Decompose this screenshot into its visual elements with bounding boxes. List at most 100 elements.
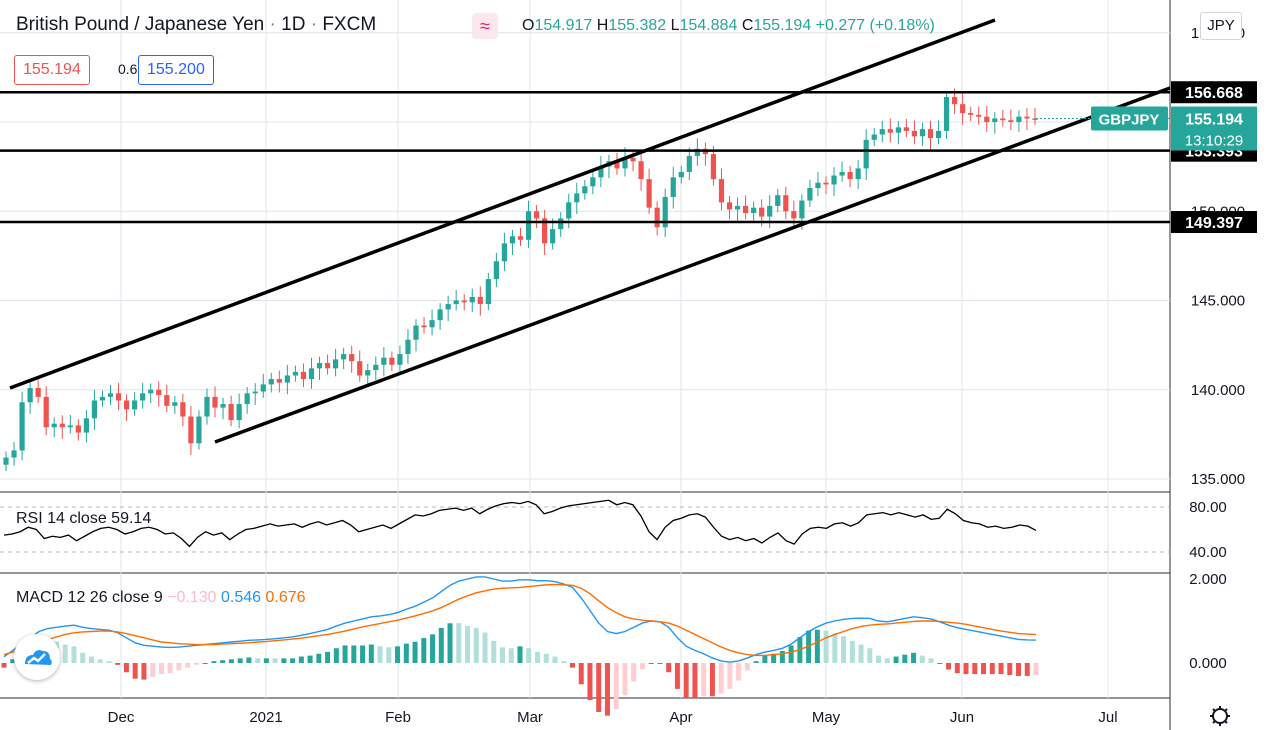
macd-histogram-bar — [788, 645, 794, 663]
candle-body — [164, 395, 170, 406]
candle-body — [807, 188, 813, 201]
candle-body — [871, 134, 877, 140]
macd-histogram-bar — [753, 661, 759, 663]
high-value: 155.382 — [608, 17, 667, 34]
candle-body — [140, 393, 146, 401]
macd-histogram-bar — [395, 646, 401, 663]
macd-histogram-bar — [989, 663, 995, 675]
channel-lower-line — [214, 86, 1171, 444]
candle-body — [485, 279, 491, 305]
macd-histogram-bar — [62, 644, 68, 663]
macd-histogram-bar — [954, 663, 960, 674]
macd-histogram-bar — [561, 661, 567, 663]
macd-line-value: 0.546 — [221, 589, 262, 606]
time-tick-label: 2021 — [249, 709, 282, 726]
candle-body — [11, 450, 17, 458]
macd-histogram-bar — [141, 663, 147, 680]
buy-button[interactable]: 155.200 — [138, 55, 214, 85]
candle-body — [646, 179, 652, 208]
spread-value: 0.6 — [118, 61, 138, 77]
macd-histogram-bar — [762, 655, 768, 663]
candle-body — [196, 416, 202, 444]
candle-body — [437, 309, 443, 321]
candle-body — [228, 404, 234, 421]
macd-histogram-bar — [876, 655, 882, 663]
macd-histogram-bar — [884, 658, 890, 663]
macd-legend[interactable]: MACD 12 26 close 9 −0.130 0.546 0.676 — [16, 589, 306, 607]
macd-histogram-bar — [237, 658, 243, 663]
macd-histogram-bar — [832, 633, 838, 663]
currency-button[interactable]: JPY — [1200, 12, 1242, 40]
macd-histogram-bar — [307, 655, 313, 663]
candle-body — [903, 127, 909, 131]
macd-histogram-bar — [211, 661, 217, 663]
candle-body — [132, 400, 138, 410]
tradingview-logo-icon[interactable] — [14, 634, 60, 680]
settings-gear-icon[interactable] — [1210, 706, 1230, 726]
macd-signal-line — [3, 583, 1037, 657]
candle-body — [662, 196, 668, 228]
macd-histogram-bar — [849, 640, 855, 663]
candle-body — [148, 389, 154, 394]
candle-body — [244, 393, 250, 405]
macd-histogram-bar — [596, 663, 602, 712]
candle-body — [694, 148, 700, 156]
macd-histogram-bar — [80, 652, 86, 663]
macd-histogram-bar — [928, 658, 934, 663]
macd-histogram-bar — [543, 653, 549, 663]
candle-body — [252, 391, 258, 394]
candle-body — [734, 205, 741, 210]
candle-body — [27, 387, 33, 403]
macd-histogram-bar — [10, 659, 16, 663]
rsi-line — [3, 499, 1037, 548]
macd-histogram-bar — [246, 657, 252, 663]
candle-body — [413, 325, 419, 340]
macd-histogram-bar — [333, 648, 339, 663]
macd-histogram-bar — [71, 646, 77, 663]
macd-histogram-bar — [193, 663, 199, 665]
candle-body — [19, 402, 25, 451]
time-tick-label: Jul — [1098, 709, 1117, 726]
macd-histogram-bar — [185, 663, 191, 668]
macd-histogram-bar — [937, 663, 943, 664]
candle-body — [879, 129, 885, 135]
candle-body — [598, 166, 604, 178]
countdown-label: 13:10:29 — [1185, 133, 1243, 150]
candle-body — [123, 400, 130, 410]
source-logo-icon[interactable]: ≈ — [472, 13, 498, 39]
price-tick-label: 140.000 — [1191, 382, 1245, 399]
macd-histogram-bar — [447, 623, 453, 663]
candle-body — [1008, 120, 1014, 122]
symbol-header[interactable]: British Pound / Japanese Yen · 1D · FXCM — [16, 14, 377, 35]
candle-body — [509, 236, 516, 244]
candle-body — [1032, 118, 1038, 120]
macd-histogram-bar — [412, 641, 418, 663]
macd-histogram-bar — [946, 663, 952, 670]
candle-body — [75, 425, 81, 433]
sell-button[interactable]: 155.194 — [14, 55, 90, 85]
macd-histogram-bar — [202, 663, 208, 664]
candle-body — [960, 104, 966, 114]
macd-histogram-bar — [569, 663, 575, 668]
candle-body — [670, 177, 676, 197]
macd-histogram-bar — [911, 652, 917, 663]
macd-line — [3, 576, 1037, 663]
macd-histogram-bar — [893, 656, 899, 663]
candle-body — [429, 320, 435, 328]
candle-body — [43, 396, 49, 428]
candle-body — [654, 207, 660, 228]
candle-body — [751, 207, 757, 214]
macd-tick-label: 2.000 — [1189, 571, 1227, 588]
macd-tick-label: 0.000 — [1189, 655, 1227, 672]
last-price-tag — [1171, 106, 1257, 151]
open-value: 154.917 — [534, 17, 593, 34]
macd-histogram-bar — [666, 663, 672, 673]
macd-histogram-bar — [1024, 663, 1030, 676]
macd-histogram-bar — [622, 663, 628, 696]
macd-histogram-bar — [858, 644, 864, 663]
candle-body — [477, 296, 483, 305]
candle-body — [992, 118, 998, 122]
macd-histogram-bar — [150, 663, 156, 677]
rsi-legend[interactable]: RSI 14 close 59.14 — [16, 510, 151, 528]
